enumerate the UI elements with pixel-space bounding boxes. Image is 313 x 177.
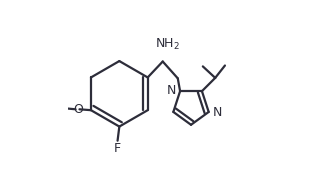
Text: O: O: [73, 103, 83, 116]
Text: N: N: [166, 84, 176, 97]
Text: NH$_2$: NH$_2$: [155, 37, 180, 52]
Text: F: F: [114, 142, 121, 155]
Text: N: N: [213, 106, 223, 119]
